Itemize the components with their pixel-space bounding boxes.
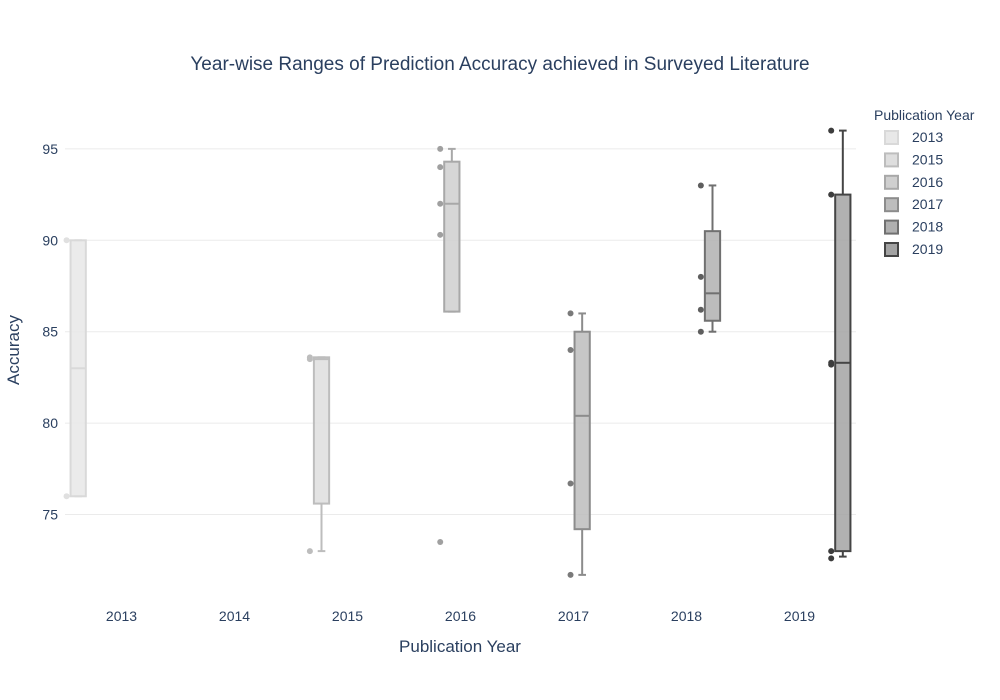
box-2019 (834, 193, 852, 553)
legend-label: 2013 (912, 129, 943, 145)
y-tick-label: 80 (42, 415, 58, 431)
box-group-2016 (437, 145, 461, 545)
x-tick-label: 2014 (219, 608, 250, 624)
box-group-2019 (828, 127, 852, 562)
legend-item-2013: 2013 (884, 129, 943, 145)
y-tick-labels: 75 80 85 90 95 (42, 141, 58, 523)
data-point (697, 306, 704, 313)
legend-item-2018: 2018 (884, 219, 943, 235)
data-point (828, 361, 835, 368)
data-point (567, 571, 574, 578)
y-axis-title: Accuracy (4, 315, 23, 385)
data-point (437, 231, 444, 238)
data-point (437, 538, 444, 545)
y-tick-label: 85 (42, 324, 58, 340)
legend-label: 2017 (912, 196, 943, 212)
data-point (437, 145, 444, 152)
legend-item-2015: 2015 (884, 151, 943, 168)
x-axis-title: Publication Year (399, 637, 521, 656)
legend-label: 2019 (912, 241, 943, 257)
y-tick-label: 95 (42, 141, 58, 157)
grid-layer (65, 148, 856, 516)
data-point (697, 328, 704, 335)
chart-title: Year-wise Ranges of Prediction Accuracy … (190, 54, 809, 75)
x-tick-label: 2018 (671, 608, 702, 624)
box-2016 (443, 160, 461, 313)
legend-swatch (884, 219, 899, 235)
x-tick-label: 2013 (106, 608, 137, 624)
y-tick-label: 75 (42, 507, 58, 523)
data-point (828, 127, 835, 134)
legend-item-2017: 2017 (884, 196, 943, 213)
x-tick-label: 2015 (332, 608, 363, 624)
data-point (63, 237, 70, 244)
data-point (567, 480, 574, 487)
data-point (567, 310, 574, 317)
box-2018 (703, 230, 722, 322)
data-point (437, 200, 444, 207)
data-point (697, 182, 704, 189)
data-point (828, 191, 835, 198)
legend-label: 2015 (912, 151, 943, 167)
data-point (697, 273, 704, 280)
data-point (306, 354, 313, 361)
x-tick-label: 2017 (558, 608, 589, 624)
box-group-2013 (63, 237, 87, 500)
box-group-2018 (697, 182, 722, 335)
data-point (828, 555, 835, 562)
legend-label: 2016 (912, 174, 943, 190)
legend-title: Publication Year (874, 107, 975, 123)
x-tick-label: 2016 (445, 608, 476, 624)
box-group-2017 (567, 310, 591, 578)
legend: Publication Year 2013 2015 2016 2017 2018 201… (874, 107, 975, 257)
legend-swatch (884, 174, 899, 190)
mark-layer (63, 127, 852, 578)
data-point (306, 548, 313, 555)
data-point (437, 164, 444, 171)
legend-swatch (884, 152, 899, 168)
legend-label: 2018 (912, 219, 943, 235)
legend-swatch (884, 197, 899, 213)
x-tick-labels: 2013 2014 2015 2016 2017 2018 2019 (106, 608, 815, 624)
data-point (567, 347, 574, 353)
legend-item-2019: 2019 (884, 241, 943, 257)
box-group-2015 (306, 354, 331, 555)
box-2015 (312, 356, 331, 505)
legend-item-2016: 2016 (884, 174, 943, 190)
data-point (63, 493, 70, 500)
legend-swatch (884, 242, 899, 257)
y-tick-label: 90 (42, 232, 58, 248)
data-point (828, 548, 835, 555)
x-tick-label: 2019 (784, 608, 815, 624)
box-2017 (573, 330, 591, 531)
legend-swatch (884, 130, 899, 145)
